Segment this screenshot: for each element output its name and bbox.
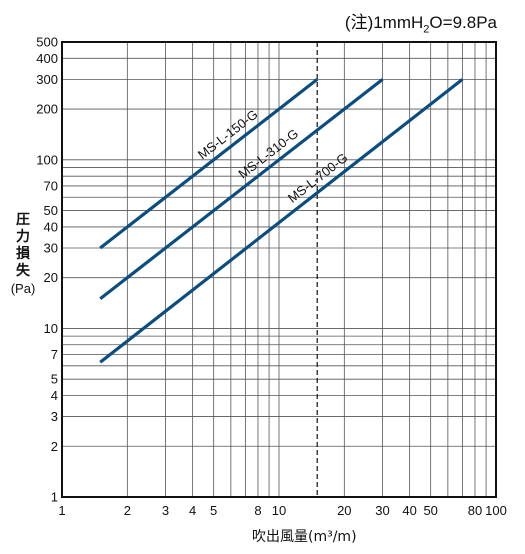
x-tick-label: 1 bbox=[58, 503, 65, 518]
x-tick-label: 40 bbox=[402, 503, 416, 518]
y-tick-label: 3 bbox=[51, 409, 58, 424]
series-line bbox=[99, 78, 319, 250]
series-line bbox=[99, 78, 384, 300]
x-tick-label: 8 bbox=[254, 503, 261, 518]
plot-frame bbox=[61, 41, 497, 498]
x-tick-label: 20 bbox=[337, 503, 351, 518]
y-tick-label: 7 bbox=[51, 347, 58, 362]
y-tick-label: 40 bbox=[44, 219, 58, 234]
x-axis-label: 吹出風量(m³/m) bbox=[252, 529, 357, 545]
x-tick-label: 30 bbox=[375, 503, 389, 518]
series-line bbox=[99, 78, 464, 364]
y-axis-label-char: 圧 bbox=[16, 212, 30, 228]
note-prefix: (注)1mmH bbox=[344, 13, 424, 32]
y-axis-label-char: 失 bbox=[16, 263, 30, 279]
x-tick-label: 100 bbox=[485, 503, 507, 518]
x-tick-label: 80 bbox=[468, 503, 482, 518]
y-axis-label-char: 力 bbox=[16, 229, 30, 245]
y-tick-label: 70 bbox=[44, 178, 58, 193]
x-tick-label: 5 bbox=[210, 503, 217, 518]
x-tick-label: 3 bbox=[162, 503, 169, 518]
y-tick-label: 10 bbox=[44, 321, 58, 336]
y-tick-label: 20 bbox=[44, 270, 58, 285]
y-tick-label: 1 bbox=[51, 490, 58, 505]
y-tick-label: 30 bbox=[44, 240, 58, 255]
y-tick-label: 5 bbox=[51, 372, 58, 387]
y-tick-label: 4 bbox=[51, 388, 58, 403]
x-tick-label: 2 bbox=[124, 503, 131, 518]
x-tick-label: 50 bbox=[423, 503, 437, 518]
x-tick-label: 4 bbox=[189, 503, 196, 518]
x-tick-label: 10 bbox=[272, 503, 286, 518]
y-tick-label: 2 bbox=[51, 439, 58, 454]
y-tick-label: 500 bbox=[36, 35, 58, 50]
note-suffix: O=9.8Pa bbox=[429, 13, 497, 32]
series-label: MS-L-150-G bbox=[195, 107, 261, 163]
note-subscript: 2 bbox=[423, 23, 430, 36]
y-tick-label: 400 bbox=[36, 51, 58, 66]
y-axis-label-char: 損 bbox=[16, 246, 30, 262]
pressure-conversion-note: (注)1mmH2O=9.8Pa bbox=[345, 8, 497, 35]
y-axis-unit: (Pa) bbox=[10, 281, 36, 296]
y-tick-label: 200 bbox=[36, 102, 58, 117]
y-tick-label: 100 bbox=[36, 152, 58, 167]
y-axis-label: 圧 力 損 失 (Pa) bbox=[8, 212, 38, 297]
y-tick-label: 50 bbox=[44, 203, 58, 218]
y-tick-label: 300 bbox=[36, 72, 58, 87]
